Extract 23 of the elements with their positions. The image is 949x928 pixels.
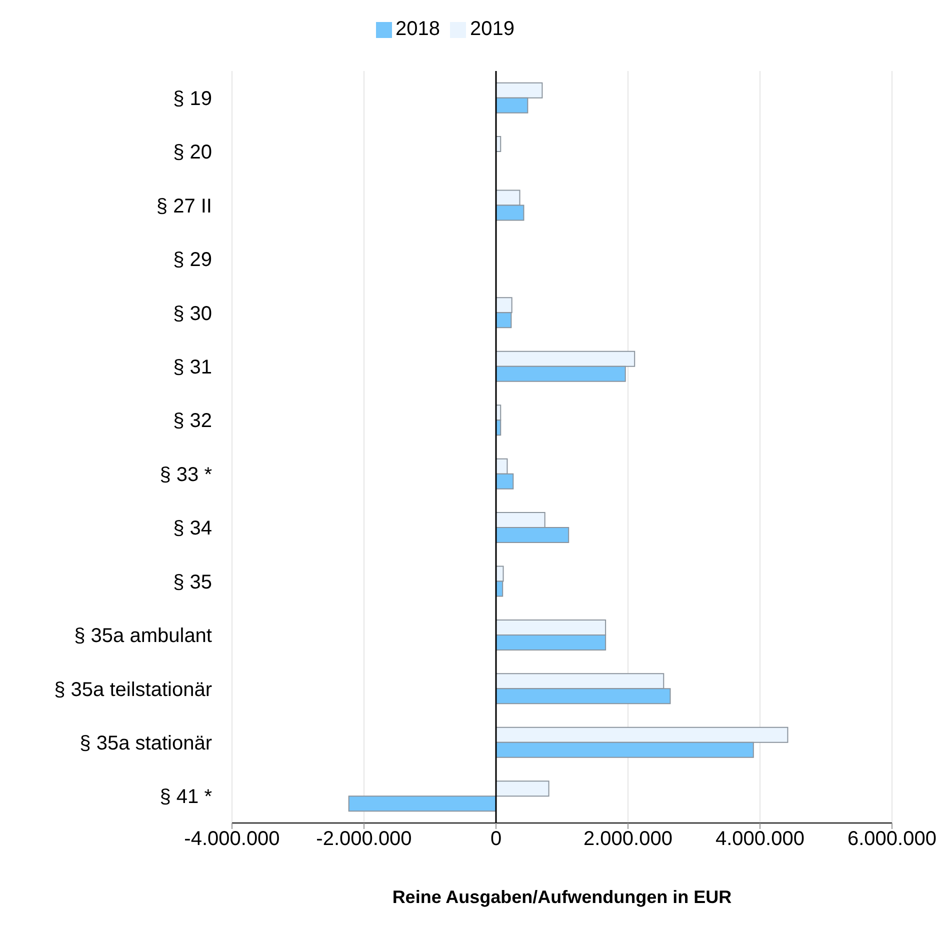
x-tick-label: 0	[490, 828, 502, 850]
y-tick-label: § 19	[173, 88, 212, 110]
y-tick-label: § 27 II	[156, 195, 212, 218]
x-tick-label: -2.000.000	[316, 828, 412, 850]
y-tick-label: § 31	[173, 356, 212, 379]
legend-label: 2019	[470, 18, 514, 40]
legend-label: 2018	[396, 18, 440, 40]
x-tick-label: 4.000.000	[716, 828, 804, 850]
y-tick-label: § 20	[173, 142, 212, 164]
y-tick-label: § 34	[173, 518, 212, 540]
x-tick-label: 6.000.000	[848, 828, 936, 850]
y-tick-label: § 32	[173, 410, 212, 432]
y-tick-label: § 35a teilstationär	[54, 678, 212, 701]
y-tick-label: § 35a ambulant	[74, 625, 212, 648]
x-tick-label: 2.000.000	[584, 828, 672, 850]
x-axis-title: Reine Ausgaben/Aufwendungen in EUR	[392, 887, 732, 907]
y-tick-label: § 41 *	[160, 786, 212, 808]
y-tick-label: § 30	[173, 302, 212, 325]
y-tick-label: § 33 *	[160, 464, 212, 486]
y-tick-label: § 29	[173, 249, 212, 272]
y-tick-label: § 35a stationär	[80, 732, 212, 755]
y-tick-label: § 35	[173, 571, 212, 594]
x-tick-label: -4.000.000	[184, 828, 280, 850]
